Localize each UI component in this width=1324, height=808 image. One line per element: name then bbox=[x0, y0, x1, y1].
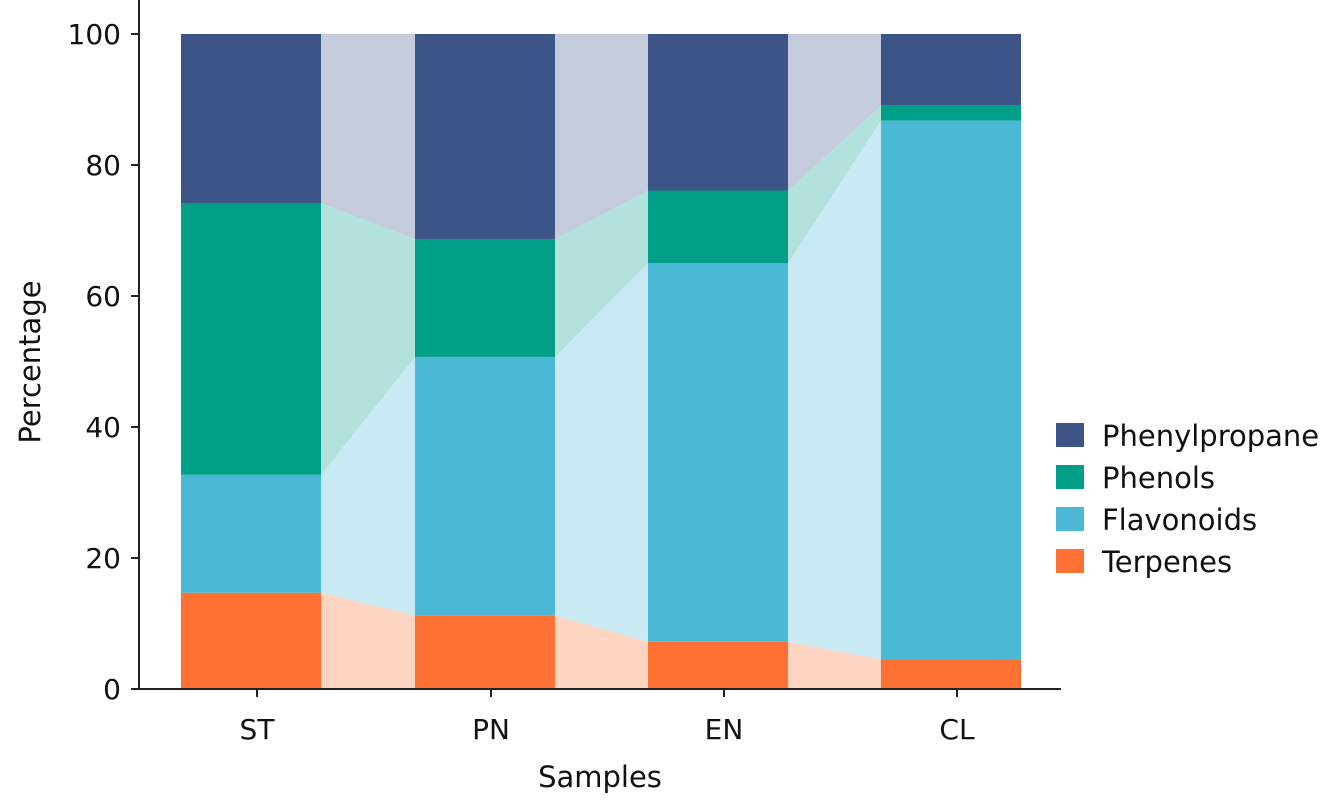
bar-pn-flavonoids bbox=[415, 356, 555, 616]
x-axis-title: Samples bbox=[538, 760, 662, 794]
y-tick-label-100: 100 bbox=[68, 18, 121, 51]
x-tick-label-pn: PN bbox=[472, 713, 510, 746]
legend-label-phenylpropane: Phenylpropane bbox=[1102, 419, 1319, 453]
band-flavonoids-pn-en bbox=[555, 263, 648, 642]
bar-st-terpenes bbox=[181, 592, 321, 689]
band-phenols-pn-en bbox=[555, 190, 648, 357]
x-tick-label-st: ST bbox=[240, 713, 276, 746]
bar-cl-flavonoids bbox=[881, 120, 1021, 660]
bar-pn-terpenes bbox=[415, 615, 555, 689]
y-tick-label-80: 80 bbox=[85, 149, 121, 182]
band-phenylpropane-pn-en bbox=[555, 34, 648, 240]
y-ticks: 0 20 40 60 80 100 bbox=[68, 18, 139, 706]
legend-label-terpenes: Terpenes bbox=[1101, 545, 1232, 579]
y-tick-label-0: 0 bbox=[103, 673, 121, 706]
connector-bands bbox=[321, 34, 881, 689]
bar-segments bbox=[181, 34, 1021, 689]
bar-cl-phenols bbox=[881, 105, 1021, 121]
axes bbox=[138, 0, 1061, 690]
legend-swatch-phenylpropane bbox=[1056, 423, 1084, 447]
bar-en-flavonoids bbox=[648, 263, 788, 642]
bar-st-phenylpropane bbox=[181, 34, 321, 203]
band-flavonoids-en-cl bbox=[788, 120, 881, 660]
bar-en-phenylpropane bbox=[648, 34, 788, 191]
legend-swatch-flavonoids bbox=[1056, 507, 1084, 531]
legend-swatch-phenols bbox=[1056, 465, 1084, 489]
bar-st-phenols bbox=[181, 202, 321, 475]
legend-label-flavonoids: Flavonoids bbox=[1102, 503, 1257, 537]
bar-cl-terpenes bbox=[881, 659, 1021, 689]
y-tick-label-40: 40 bbox=[85, 411, 121, 444]
legend-label-phenols: Phenols bbox=[1102, 461, 1215, 495]
band-phenylpropane-en-cl bbox=[788, 34, 881, 191]
bar-pn-phenylpropane bbox=[415, 34, 555, 240]
x-ticks: ST PN EN CL bbox=[240, 689, 975, 746]
band-terpenes-en-cl bbox=[788, 641, 881, 689]
band-terpenes-pn-en bbox=[555, 615, 648, 689]
band-flavonoids-st-pn bbox=[321, 356, 415, 616]
y-tick-label-60: 60 bbox=[85, 280, 121, 313]
bar-en-terpenes bbox=[648, 641, 788, 689]
x-tick-label-cl: CL bbox=[939, 713, 975, 746]
legend-swatch-terpenes bbox=[1056, 549, 1084, 573]
bar-cl-phenylpropane bbox=[881, 34, 1021, 106]
legend: Phenylpropane Phenols Flavonoids Terpenes bbox=[1056, 419, 1319, 579]
bar-en-phenols bbox=[648, 190, 788, 264]
bar-st-flavonoids bbox=[181, 474, 321, 593]
y-tick-label-20: 20 bbox=[85, 542, 121, 575]
y-axis-title: Percentage bbox=[13, 280, 47, 443]
bar-pn-phenols bbox=[415, 239, 555, 357]
band-phenols-st-pn bbox=[321, 202, 415, 475]
band-phenols-en-cl bbox=[788, 105, 881, 264]
x-tick-label-en: EN bbox=[705, 713, 744, 746]
band-phenylpropane-st-pn bbox=[321, 34, 415, 240]
band-terpenes-st-pn bbox=[321, 592, 415, 689]
